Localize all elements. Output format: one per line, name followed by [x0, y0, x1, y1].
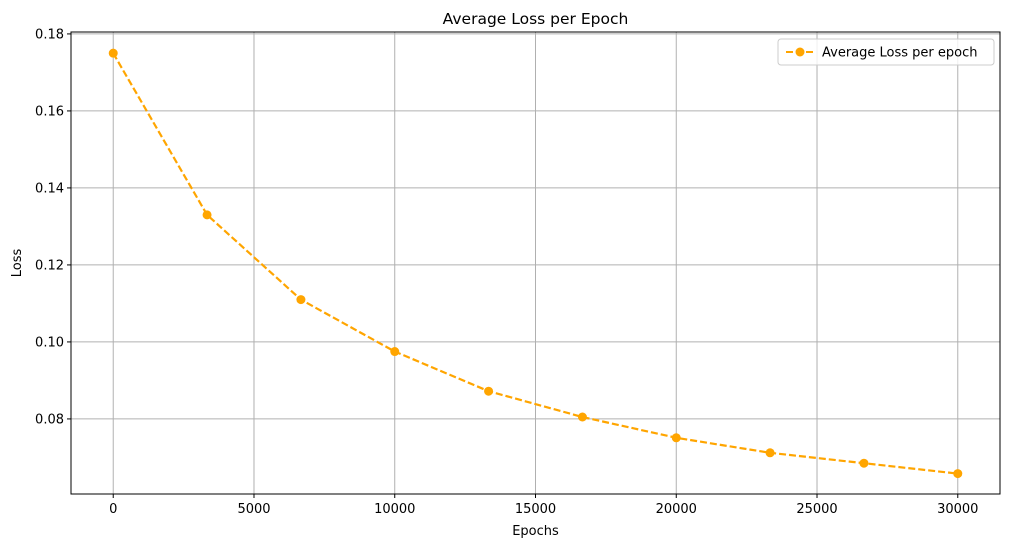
- y-tick-label: 0.16: [35, 104, 64, 119]
- legend-label: Average Loss per epoch: [822, 46, 977, 61]
- x-tick-label: 5000: [237, 502, 270, 517]
- data-point: [108, 48, 118, 58]
- x-tick-label: 15000: [515, 502, 556, 517]
- chart-title: Average Loss per Epoch: [443, 10, 629, 28]
- data-point: [859, 458, 869, 468]
- y-axis-title: Loss: [10, 249, 25, 278]
- series-layer: [108, 48, 963, 479]
- x-tick-label: 10000: [374, 502, 415, 517]
- y-tick-label: 0.14: [35, 181, 64, 196]
- y-tick-label: 0.18: [35, 27, 64, 42]
- y-axis-ticks: 0.08 0.10 0.12 0.14 0.16 0.18: [35, 27, 71, 427]
- y-tick-label: 0.10: [35, 335, 64, 350]
- x-axis-ticks: 0 5000 10000 15000 20000 25000 30000: [109, 494, 978, 517]
- x-tick-label: 0: [109, 502, 117, 517]
- data-point: [765, 448, 775, 458]
- data-point: [671, 433, 681, 443]
- x-axis-title: Epochs: [512, 524, 559, 539]
- legend-marker-swatch: [795, 47, 805, 57]
- data-point: [484, 386, 494, 396]
- series-line: [112, 52, 958, 475]
- legend-box: [777, 38, 995, 66]
- grid-lines: [71, 32, 1000, 494]
- x-tick-label: 20000: [656, 502, 697, 517]
- data-point: [953, 469, 963, 479]
- x-tick-label: 25000: [796, 502, 837, 517]
- plot-frame: [70, 31, 1001, 495]
- data-point: [577, 412, 587, 422]
- x-tick-label: 30000: [937, 502, 978, 517]
- data-point: [390, 347, 400, 357]
- y-tick-label: 0.08: [35, 412, 64, 427]
- legend: Average Loss per epoch: [777, 38, 995, 66]
- y-tick-label: 0.12: [35, 258, 64, 273]
- data-point: [296, 295, 306, 305]
- data-point: [202, 210, 212, 220]
